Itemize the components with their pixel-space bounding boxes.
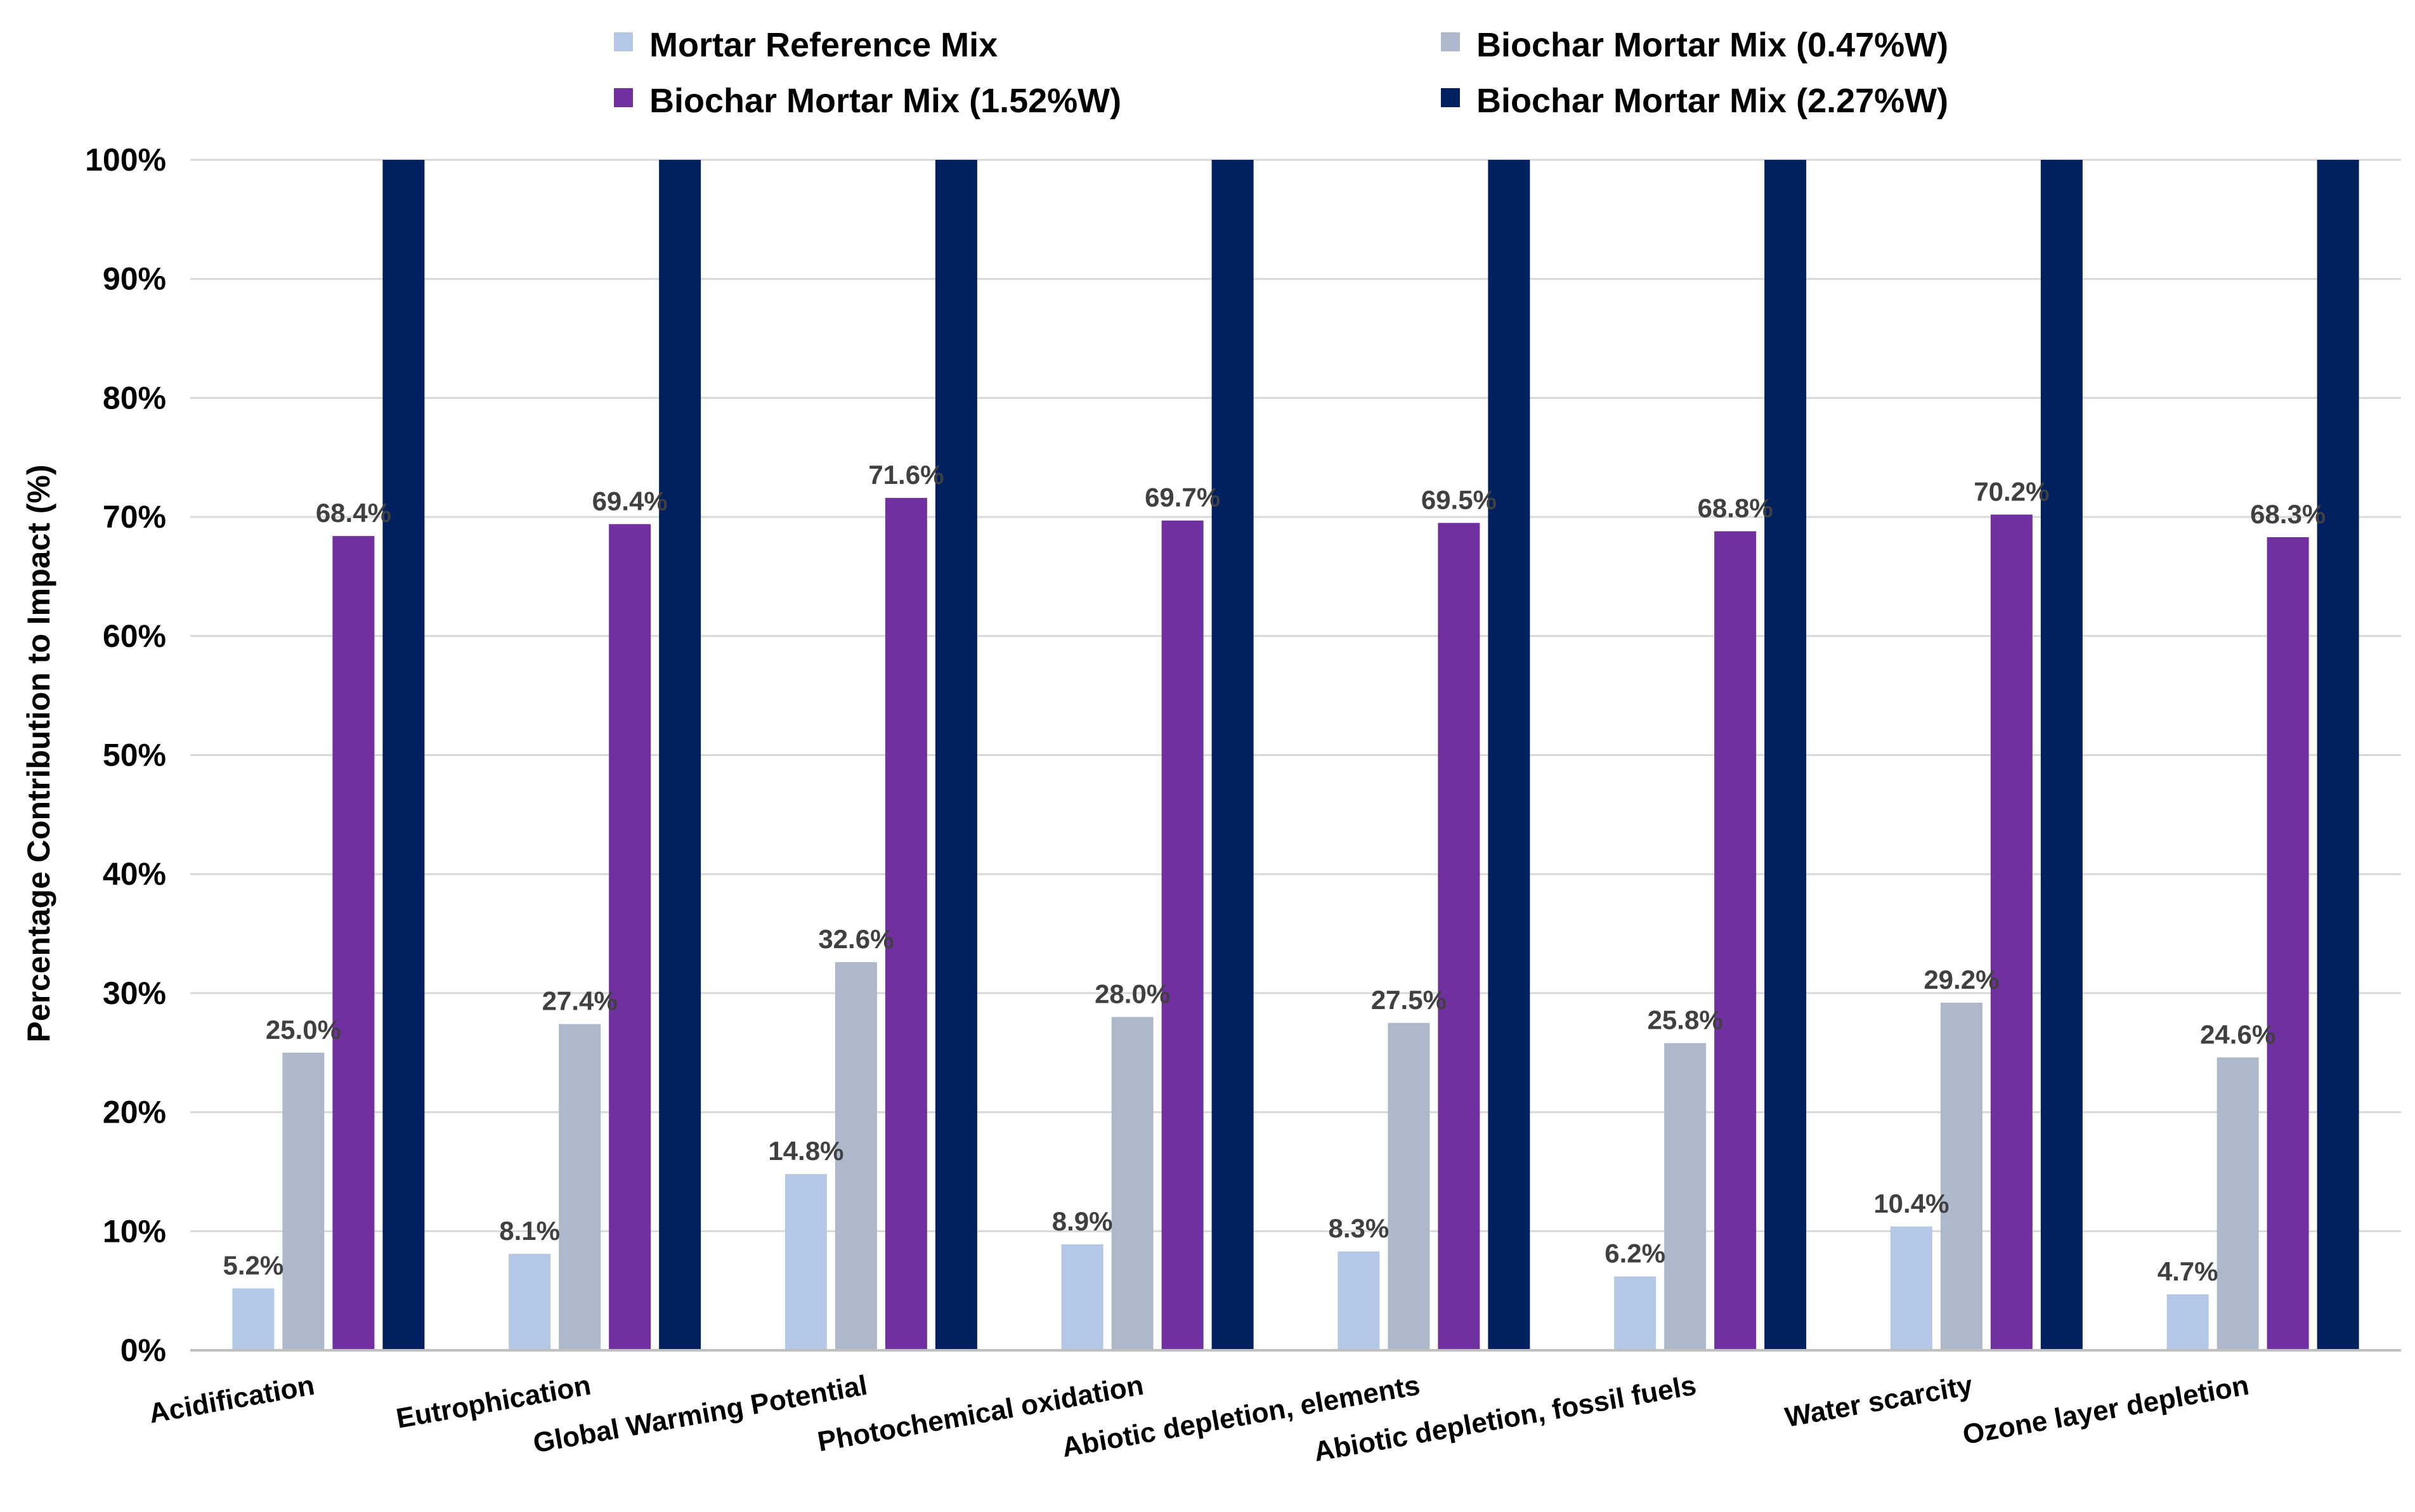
y-tick-label: 50% [103, 738, 166, 773]
bar [1714, 531, 1757, 1350]
y-tick-label: 60% [103, 618, 166, 654]
data-label: 5.2% [223, 1250, 284, 1280]
y-tick-label: 20% [103, 1095, 166, 1130]
data-label: 68.8% [1698, 493, 1773, 523]
data-label: 4.7% [2158, 1256, 2218, 1286]
data-label: 25.8% [1648, 1005, 1723, 1035]
bar [2216, 1057, 2259, 1350]
y-tick-label: 80% [103, 380, 166, 415]
bar [1388, 1022, 1430, 1350]
y-tick-label: 30% [103, 975, 166, 1011]
bar [1488, 160, 1530, 1350]
bar [232, 1288, 275, 1350]
legend-label: Biochar Mortar Mix (1.52%W) [649, 82, 1121, 120]
bar [2267, 537, 2309, 1350]
data-label: 14.8% [768, 1136, 843, 1166]
legend-swatch [1441, 88, 1460, 107]
y-tick-label: 10% [103, 1213, 166, 1249]
bar [2040, 160, 2083, 1350]
x-category-label: Ozone layer depletion [1960, 1370, 2251, 1451]
bar [1890, 1226, 1932, 1350]
bar [1338, 1251, 1380, 1350]
legend-label: Mortar Reference Mix [649, 26, 998, 64]
legend-label: Biochar Mortar Mix (2.27%W) [1476, 82, 1948, 120]
bar [2166, 1294, 2209, 1350]
bar [1614, 1276, 1657, 1350]
legend-label: Biochar Mortar Mix (0.47%W) [1476, 26, 1948, 64]
bar [885, 498, 927, 1350]
data-label: 32.6% [818, 924, 894, 954]
data-labels: 5.2% 25.0% 68.4% 8.1% 27.4% 69.4% 14.8% 32.6% 71… [223, 460, 2326, 1286]
gridlines [190, 159, 2401, 1232]
bar [1664, 1043, 1707, 1350]
bar [2317, 160, 2359, 1350]
data-label: 27.4% [542, 986, 618, 1016]
bar [332, 536, 375, 1350]
bar [835, 962, 877, 1350]
bars [232, 160, 2359, 1351]
data-label: 8.3% [1329, 1213, 1390, 1243]
bar [1764, 160, 1807, 1350]
bar [784, 1174, 827, 1350]
bar [282, 1052, 325, 1350]
bar [509, 1253, 551, 1350]
y-axis-ticks: 0% 10% 20% 30% 40% 50% 60% 70% 80% 90% 100% [85, 142, 166, 1368]
data-label: 25.0% [266, 1015, 341, 1045]
data-label: 24.6% [2200, 1019, 2275, 1049]
legend-swatch [614, 88, 633, 107]
data-label: 28.0% [1095, 979, 1170, 1008]
y-tick-label: 100% [85, 142, 166, 178]
data-label: 69.4% [592, 486, 668, 516]
bar [382, 160, 425, 1350]
bar [935, 160, 977, 1350]
bar [1111, 1017, 1154, 1350]
y-tick-label: 90% [103, 261, 166, 297]
bar [1438, 523, 1480, 1350]
data-label: 69.7% [1145, 483, 1220, 512]
x-category-label: Acidification [146, 1370, 317, 1430]
data-label: 10.4% [1873, 1189, 1949, 1218]
bar [1161, 520, 1204, 1351]
y-tick-label: 70% [103, 499, 166, 535]
data-label: 27.5% [1371, 985, 1447, 1015]
data-label: 70.2% [1974, 476, 2049, 506]
data-label: 68.3% [2250, 499, 2326, 529]
legend: Mortar Reference Mix Biochar Mortar Mix (… [614, 26, 1948, 120]
data-label: 68.4% [316, 498, 391, 528]
data-label: 29.2% [1924, 965, 1999, 994]
data-label: 8.1% [499, 1216, 560, 1246]
data-label: 8.9% [1052, 1206, 1113, 1236]
bar [609, 524, 651, 1350]
bar [1940, 1002, 1982, 1350]
y-axis-label: Percentage Contribution to Impact (%) [21, 464, 56, 1042]
bar [1211, 160, 1254, 1350]
legend-swatch [1441, 32, 1460, 51]
bar [659, 160, 701, 1350]
bar [1061, 1244, 1103, 1350]
y-tick-label: 40% [103, 856, 166, 892]
bar [559, 1024, 601, 1350]
legend-swatch [614, 32, 633, 51]
data-label: 71.6% [868, 460, 944, 490]
data-label: 6.2% [1605, 1239, 1665, 1268]
data-label: 69.5% [1421, 485, 1497, 514]
bar [1990, 514, 2033, 1351]
x-category-label: Water scarcity [1783, 1370, 1976, 1433]
y-tick-label: 0% [120, 1333, 166, 1368]
